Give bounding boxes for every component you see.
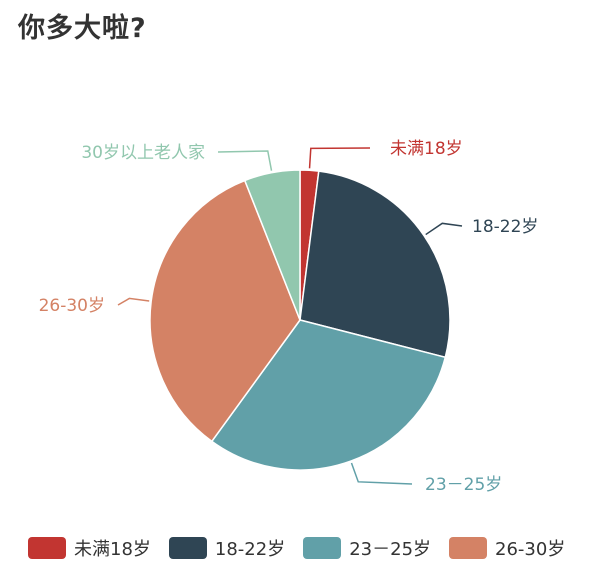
pie-slice [149, 179, 301, 443]
slice-leader-line [308, 147, 371, 169]
legend-swatch [168, 537, 207, 559]
legend-swatch [28, 537, 66, 559]
legend-label: 未满18岁 [74, 539, 151, 560]
legend-label: 18-22岁 [214, 539, 286, 560]
pie-slice [243, 169, 301, 321]
pie-slice [299, 170, 451, 359]
pie-slice [210, 319, 447, 471]
slice-leader-line [117, 297, 150, 306]
chart-legend: 未满18岁 18-22岁 23－25岁 26-30岁 [28, 535, 583, 561]
legend-label: 23－25岁 [349, 539, 432, 560]
legend-swatch [449, 537, 488, 559]
legend-item: 23－25岁 [303, 535, 431, 561]
slice-leader-line [350, 462, 413, 485]
slice-label: 未满18岁 [390, 139, 463, 159]
slice-label: 23－25岁 [425, 475, 502, 495]
legend-label: 26-30岁 [495, 539, 566, 560]
legend-item: 18-22岁 [168, 535, 286, 561]
chart-title: 你多大啦? [18, 13, 147, 44]
slice-leader-line [425, 222, 463, 236]
legend-item: 未满18岁 [28, 535, 151, 561]
slice-label: 26-30岁 [39, 296, 105, 316]
legend-item: 26-30岁 [449, 535, 565, 561]
slice-label: 30岁以上老人家 [81, 143, 205, 163]
slice-label: 18-22岁 [472, 217, 538, 237]
legend-swatch [303, 537, 342, 559]
pie-chart: 未满18岁 18-22岁 23－25岁 26-30岁 30岁以上老人家 [39, 139, 539, 495]
slice-leader-line [217, 150, 273, 171]
